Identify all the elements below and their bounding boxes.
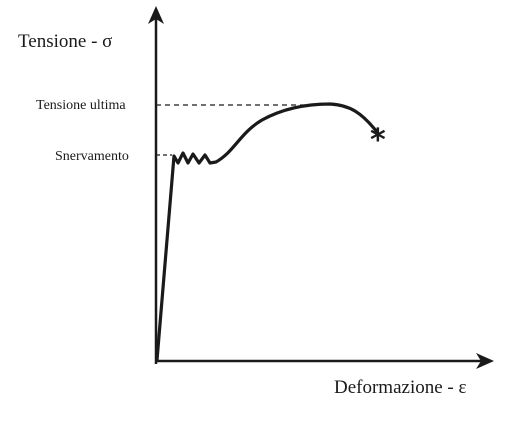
stress-strain-curve	[155, 102, 379, 362]
yield-stress-label: Snervamento	[55, 149, 129, 164]
ultimate-stress-label: Tensione ultima	[36, 98, 126, 113]
y-axis-arrowhead	[148, 6, 164, 24]
fracture-asterisk-icon: *	[370, 123, 386, 158]
x-axis-label: Deformazione - ε	[334, 377, 466, 398]
y-axis-label: Tensione - σ	[18, 31, 112, 52]
x-axis-arrowhead	[476, 353, 494, 369]
